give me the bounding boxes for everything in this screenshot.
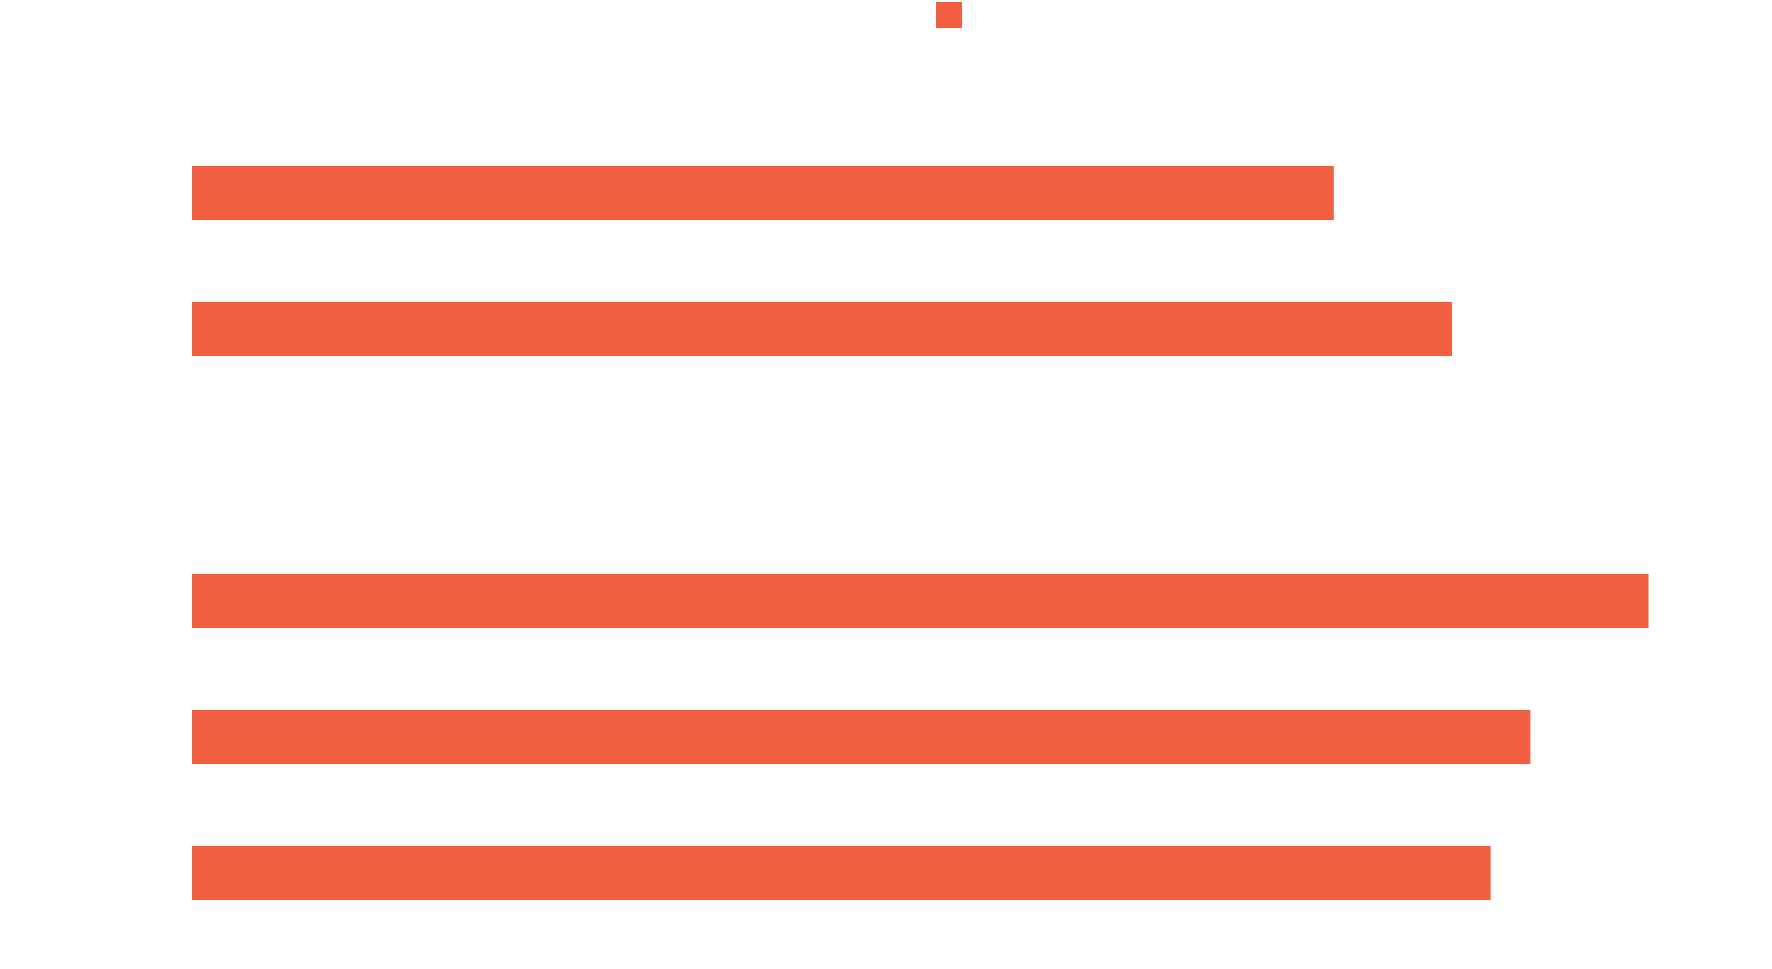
bar [192,710,1531,764]
legend-swatch [936,2,962,28]
bar [192,166,1334,220]
bar [192,846,1491,900]
bar [192,302,1452,356]
bar [192,574,1649,628]
